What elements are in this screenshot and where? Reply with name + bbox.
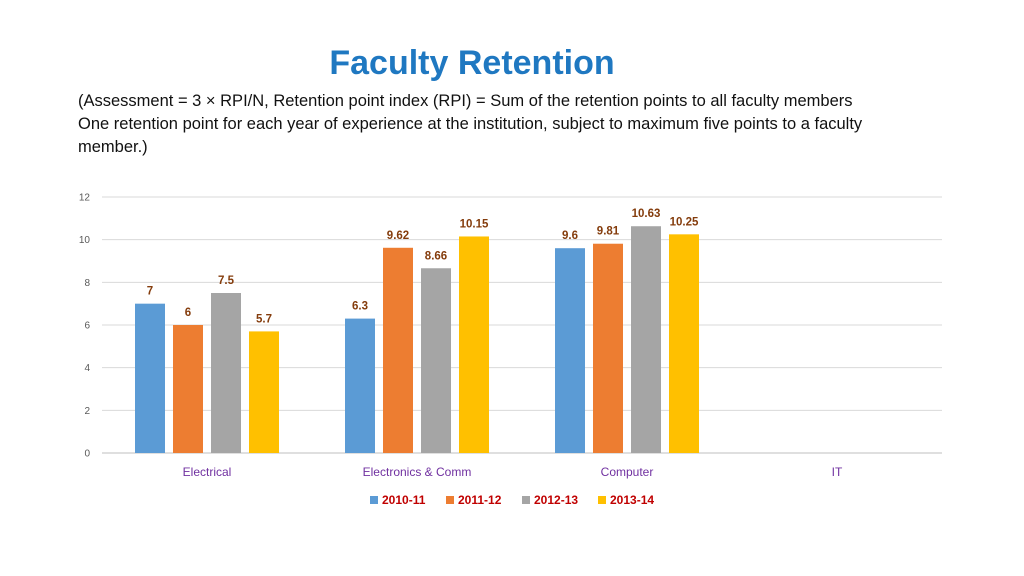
y-tick-label: 12 xyxy=(79,193,91,204)
legend-swatch xyxy=(598,496,606,504)
x-category-label: Electrical xyxy=(183,465,232,479)
x-category-label: Electronics & Comm xyxy=(363,465,472,479)
subtitle-line-1: (Assessment = 3 × RPI/N, Retention point… xyxy=(78,92,853,110)
bar xyxy=(555,248,585,453)
data-label: 6 xyxy=(185,307,191,319)
subtitle-line-3: member.) xyxy=(78,138,148,156)
x-category-label: Computer xyxy=(601,465,654,479)
bar xyxy=(459,236,489,453)
bar xyxy=(211,293,241,453)
y-tick-label: 8 xyxy=(84,278,90,289)
y-tick-label: 2 xyxy=(84,406,90,417)
y-tick-label: 10 xyxy=(79,235,91,246)
legend-swatch xyxy=(522,496,530,504)
y-tick-label: 6 xyxy=(84,321,90,332)
bar xyxy=(593,243,623,453)
bar xyxy=(345,318,375,453)
x-category-label: IT xyxy=(832,465,843,479)
bar xyxy=(669,234,699,453)
data-label: 9.62 xyxy=(387,230,409,242)
data-label: 8.66 xyxy=(425,250,447,262)
legend-swatch xyxy=(446,496,454,504)
bar xyxy=(173,325,203,453)
bar xyxy=(383,247,413,453)
data-label: 9.6 xyxy=(562,230,578,242)
data-label: 6.3 xyxy=(352,301,368,313)
data-label: 10.25 xyxy=(670,216,699,228)
bar xyxy=(631,226,661,453)
slide-title: Faculty Retention xyxy=(329,44,615,82)
bar xyxy=(421,268,451,453)
data-label: 5.7 xyxy=(256,313,272,325)
data-label: 10.15 xyxy=(460,218,489,230)
data-label: 10.63 xyxy=(632,208,661,220)
legend-label: 2011-12 xyxy=(458,493,502,507)
legend-label: 2013-14 xyxy=(610,493,654,507)
bar xyxy=(249,331,279,453)
legend-label: 2010-11 xyxy=(382,493,426,507)
slide-subtitle: (Assessment = 3 × RPI/N, Retention point… xyxy=(78,90,948,159)
data-label: 7 xyxy=(147,286,153,298)
data-label: 7.5 xyxy=(218,275,235,287)
legend-label: 2012-13 xyxy=(534,493,578,507)
legend-swatch xyxy=(370,496,378,504)
y-tick-label: 0 xyxy=(84,449,90,460)
data-label: 9.81 xyxy=(597,226,620,238)
y-tick-label: 4 xyxy=(84,363,90,374)
bar xyxy=(135,303,165,453)
subtitle-line-2: One retention point for each year of exp… xyxy=(78,115,863,133)
